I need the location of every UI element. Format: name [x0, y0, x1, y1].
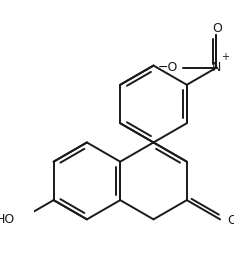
Text: HO: HO: [0, 213, 15, 226]
Text: N: N: [212, 61, 222, 74]
Text: −O: −O: [157, 61, 178, 74]
Text: O: O: [227, 214, 234, 227]
Text: O: O: [212, 22, 222, 35]
Text: +: +: [221, 52, 229, 62]
